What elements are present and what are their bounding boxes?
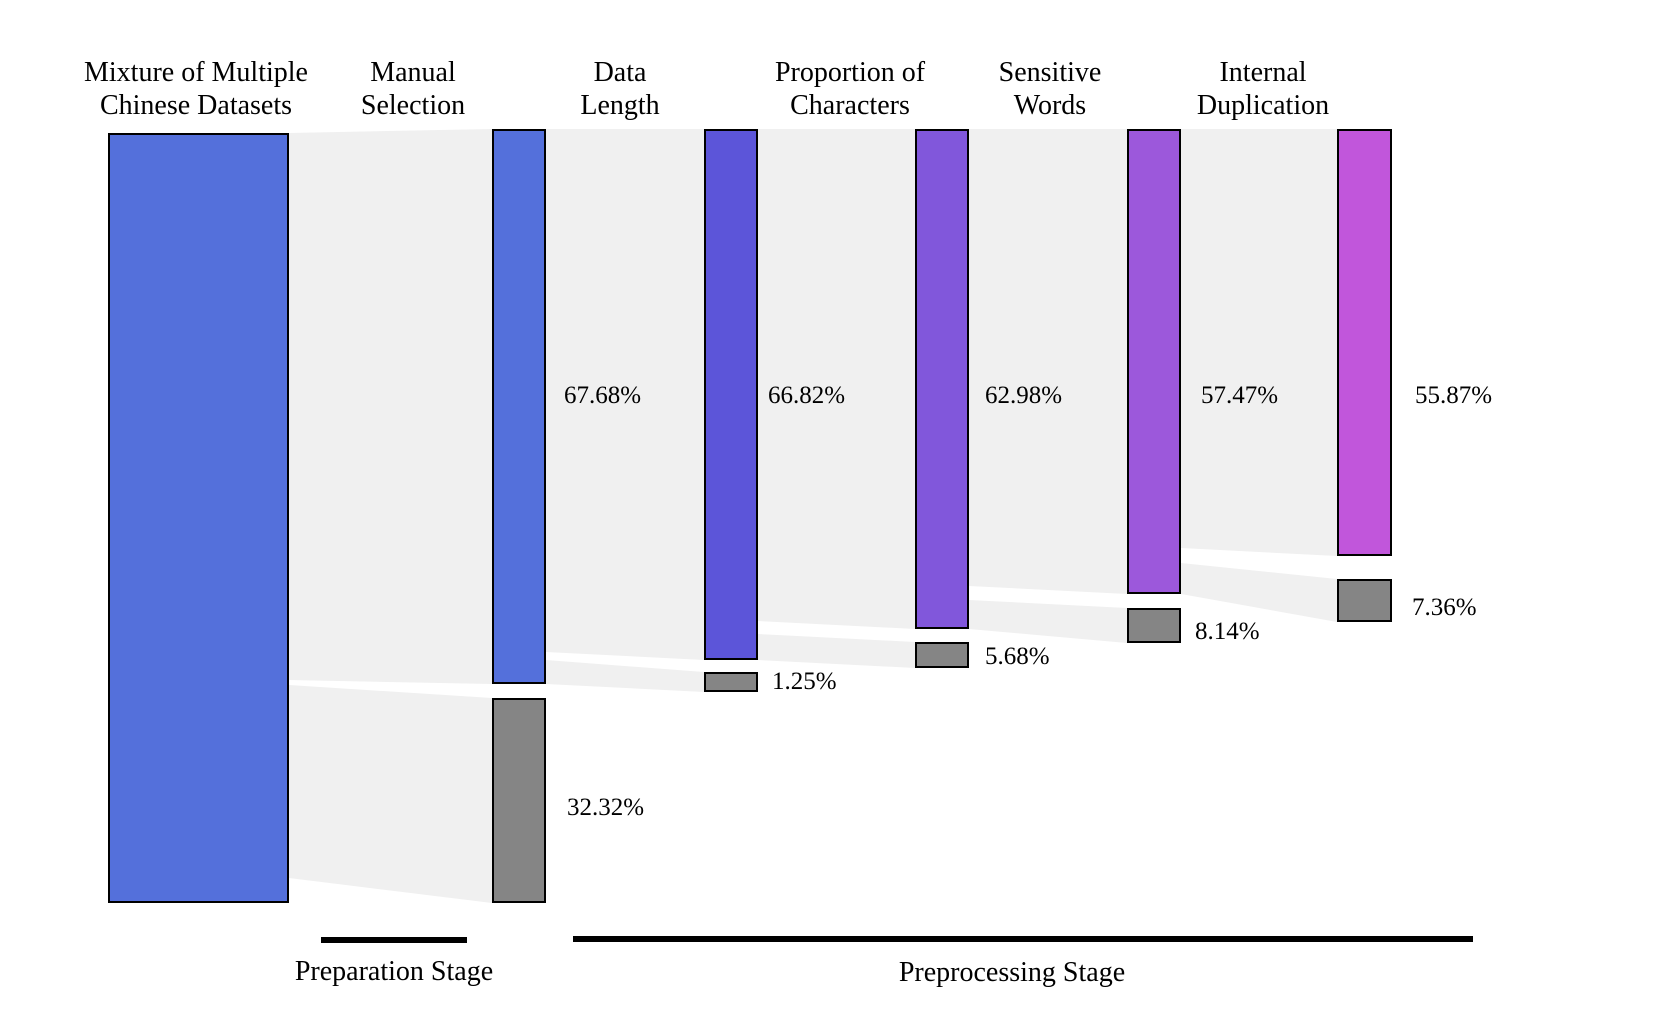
bar-removed-sensitive-words <box>1127 608 1181 643</box>
removed-pct-sensitive-words: 8.14% <box>1195 618 1260 645</box>
bar-source-dataset <box>108 133 289 903</box>
column-header-internal-duplication: Internal Duplication <box>1196 57 1330 121</box>
preprocessing-stage-label: Preprocessing Stage <box>898 957 1126 988</box>
flow-data-length-removed <box>546 660 704 692</box>
kept-pct-internal-duplication: 55.87% <box>1415 382 1493 409</box>
column-header-sensitive-words: Sensitive Words <box>998 57 1102 121</box>
flow-internal-duplication-kept <box>1181 129 1337 556</box>
kept-pct-proportion-characters: 62.98% <box>985 382 1063 409</box>
flow-proportion-characters-removed <box>758 634 915 668</box>
column-header-proportion-characters: Proportion of Characters <box>774 57 926 121</box>
bar-kept-manual-selection <box>492 129 546 684</box>
removed-pct-manual-selection: 32.32% <box>567 794 645 821</box>
flow-proportion-characters-kept <box>758 129 915 629</box>
flow-manual-selection-kept <box>289 129 492 684</box>
flow-sensitive-words-kept <box>969 129 1127 594</box>
column-header-data-length: Data Length <box>580 57 660 121</box>
flow-internal-duplication-removed <box>1181 563 1337 622</box>
bar-kept-sensitive-words <box>1127 129 1181 594</box>
bar-kept-internal-duplication <box>1337 129 1392 556</box>
bar-removed-manual-selection <box>492 698 546 903</box>
bar-kept-proportion-characters <box>915 129 969 629</box>
removed-pct-proportion-characters: 5.68% <box>985 643 1050 670</box>
removed-pct-internal-duplication: 7.36% <box>1412 594 1477 621</box>
bar-removed-data-length <box>704 672 758 692</box>
flow-sensitive-words-removed <box>969 600 1127 643</box>
flow-data-length-kept <box>546 129 704 660</box>
column-header-manual-selection: Manual Selection <box>360 57 466 121</box>
kept-pct-data-length: 66.82% <box>768 382 846 409</box>
bar-removed-proportion-characters <box>915 642 969 668</box>
bar-removed-internal-duplication <box>1337 579 1392 622</box>
removed-pct-data-length: 1.25% <box>772 668 837 695</box>
bar-kept-data-length <box>704 129 758 660</box>
preparation-stage-line <box>321 937 467 943</box>
column-header-source: Mixture of Multiple Chinese Datasets <box>84 57 308 121</box>
kept-pct-sensitive-words: 57.47% <box>1201 382 1279 409</box>
preprocessing-stage-line <box>573 936 1473 942</box>
flow-manual-selection-removed <box>289 685 492 903</box>
preparation-stage-label: Preparation Stage <box>294 956 494 987</box>
kept-pct-manual-selection: 67.68% <box>564 382 642 409</box>
